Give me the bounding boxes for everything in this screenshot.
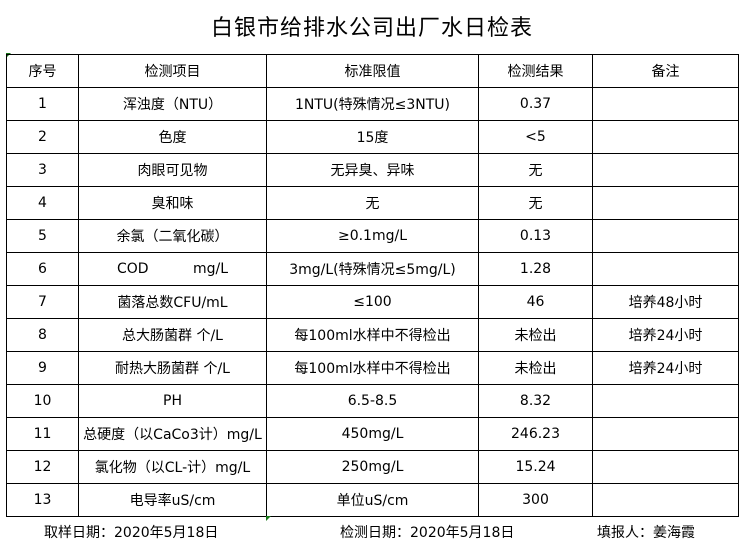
page-title: 白银市给排水公司出厂水日检表 (210, 16, 533, 41)
cell[interactable]: 单位uS/cm (266, 483, 479, 517)
cell[interactable] (592, 252, 739, 286)
header-row: 序号 检测项目 标准限值 检测结果 备注 (6, 54, 739, 88)
cell[interactable]: 浑浊度（NTU） (78, 87, 267, 121)
cell[interactable]: 1NTU(特殊情况≤3NTU) (266, 87, 479, 121)
cell[interactable]: 检测项目 (78, 54, 267, 88)
cell[interactable]: 8.32 (478, 384, 593, 418)
cell[interactable] (592, 483, 739, 517)
cell[interactable]: <5 (478, 120, 593, 154)
cell[interactable]: 耐热大肠菌群 个/L (78, 351, 267, 385)
cell[interactable]: 3 (6, 153, 79, 187)
table-row: 2 色度 15度 <5 (6, 120, 739, 154)
cell[interactable]: PH (78, 384, 267, 418)
cell[interactable]: ≥0.1mg/L (266, 219, 479, 253)
cell[interactable]: 培养24小时 (592, 351, 739, 385)
cell[interactable]: 246.23 (478, 417, 593, 451)
cell[interactable]: 6 (6, 252, 79, 286)
cell[interactable]: 2 (6, 120, 79, 154)
cell[interactable]: 肉眼可见物 (78, 153, 267, 187)
table-row: 9 耐热大肠菌群 个/L 每100ml水样中不得检出 未检出 培养24小时 (6, 351, 739, 385)
table-row: 7 菌落总数CFU/mL ≤100 46 培养48小时 (6, 285, 739, 319)
reporter: 填报人：姜海霞 (597, 525, 695, 541)
cell[interactable]: 12 (6, 450, 79, 484)
table-row: 10 PH 6.5-8.5 8.32 (6, 384, 739, 418)
cell[interactable]: 未检出 (478, 351, 593, 385)
cell[interactable]: 46 (478, 285, 593, 319)
cell[interactable]: 培养24小时 (592, 318, 739, 352)
cell[interactable]: 培养48小时 (592, 285, 739, 319)
cell[interactable] (592, 417, 739, 451)
cell[interactable]: 总硬度（以CaCo3计）mg/L (78, 417, 267, 451)
cell[interactable] (592, 450, 739, 484)
cell[interactable] (592, 384, 739, 418)
cell[interactable]: 氯化物（以CL-计）mg/L (78, 450, 267, 484)
table-row: 11 总硬度（以CaCo3计）mg/L 450mg/L 246.23 (6, 417, 739, 451)
cell[interactable]: 检测结果 (478, 54, 593, 88)
cell[interactable]: 色度 (78, 120, 267, 154)
cell[interactable]: 余氯（二氧化碳） (78, 219, 267, 253)
cell[interactable]: 250mg/L (266, 450, 479, 484)
cell[interactable] (592, 120, 739, 154)
cell[interactable] (592, 186, 739, 220)
cell[interactable]: 0.13 (478, 219, 593, 253)
cell[interactable]: 300 (478, 483, 593, 517)
cell[interactable]: 7 (6, 285, 79, 319)
cell[interactable]: ≤100 (266, 285, 479, 319)
cell[interactable]: 总大肠菌群 个/L (78, 318, 267, 352)
table-row: 3 肉眼可见物 无异臭、异味无 (6, 153, 739, 187)
cell[interactable]: COD mg/L (78, 252, 267, 286)
cell[interactable]: 10 (6, 384, 79, 418)
cell[interactable]: 无 (478, 153, 593, 187)
cell[interactable]: 1 (6, 87, 79, 121)
cell[interactable]: 11 (6, 417, 79, 451)
table-row: 5 余氯（二氧化碳） ≥0.1mg/L 0.13 (6, 219, 739, 253)
table-row: 6 COD mg/L 3mg/L(特殊情况≤5mg/L) 1.28 (6, 252, 739, 286)
table-row: 4 臭和味无无 (6, 186, 739, 220)
cell[interactable]: 菌落总数CFU/mL (78, 285, 267, 319)
cell[interactable] (592, 87, 739, 121)
cell-marker (266, 516, 271, 521)
cell[interactable]: 1.28 (478, 252, 593, 286)
cell[interactable]: 每100ml水样中不得检出 (266, 351, 479, 385)
cell[interactable]: 无异臭、异味 (266, 153, 479, 187)
inspection-table: 序号 检测项目 标准限值 检测结果 备注 1 浑浊度（NTU） 1NTU(特殊情况≤3NTU)… (6, 54, 739, 517)
cell[interactable]: 15.24 (478, 450, 593, 484)
table-row: 12 氯化物（以CL-计）mg/L 250mg/L 15.24 (6, 450, 739, 484)
cell[interactable]: 臭和味 (78, 186, 267, 220)
cell[interactable] (592, 153, 739, 187)
cell[interactable]: 8 (6, 318, 79, 352)
cell[interactable]: 无 (266, 186, 479, 220)
cell[interactable] (592, 219, 739, 253)
cell[interactable]: 无 (478, 186, 593, 220)
cell[interactable]: 9 (6, 351, 79, 385)
cell[interactable]: 5 (6, 219, 79, 253)
cell[interactable]: 450mg/L (266, 417, 479, 451)
cell[interactable]: 未检出 (478, 318, 593, 352)
cell[interactable]: 13 (6, 483, 79, 517)
cell[interactable]: 3mg/L(特殊情况≤5mg/L) (266, 252, 479, 286)
table-row: 13 电导率uS/cm 单位uS/cm 300 (6, 483, 739, 517)
cell[interactable]: 6.5-8.5 (266, 384, 479, 418)
cell[interactable]: 每100ml水样中不得检出 (266, 318, 479, 352)
cell[interactable]: 电导率uS/cm (78, 483, 267, 517)
cell[interactable]: 0.37 (478, 87, 593, 121)
cell[interactable]: 标准限值 (266, 54, 479, 88)
cell[interactable]: 15度 (266, 120, 479, 154)
sample-date: 取样日期：2020年5月18日 (44, 525, 219, 541)
table-row: 1 浑浊度（NTU） 1NTU(特殊情况≤3NTU) 0.37 (6, 87, 739, 121)
test-date: 检测日期：2020年5月18日 (340, 525, 515, 541)
cell[interactable]: 序号 (6, 54, 79, 88)
cell[interactable]: 4 (6, 186, 79, 220)
table-row: 8 总大肠菌群 个/L 每100ml水样中不得检出 未检出 培养24小时 (6, 318, 739, 352)
cell[interactable]: 备注 (592, 54, 739, 88)
